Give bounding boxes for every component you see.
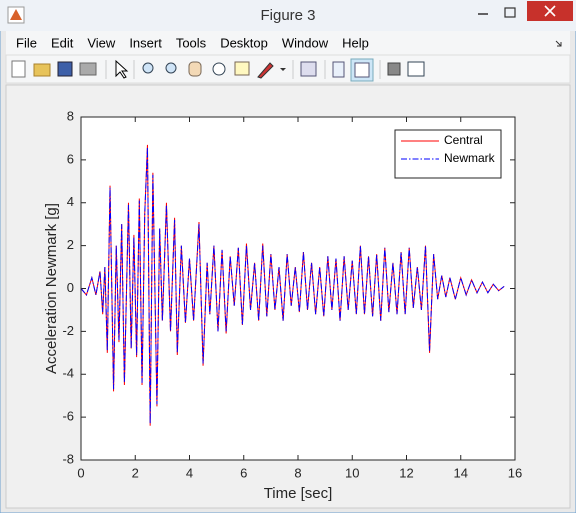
x-tick-label: 6: [240, 465, 247, 480]
menu-item[interactable]: Window: [282, 35, 329, 50]
menu-item[interactable]: Desktop: [220, 35, 268, 50]
legend-label: Newmark: [444, 151, 496, 165]
menu-item[interactable]: Help: [342, 35, 369, 50]
zoom-out-button[interactable]: [165, 62, 177, 74]
legend-label: Central: [444, 133, 483, 147]
rotate-button[interactable]: [212, 62, 226, 76]
x-tick-label: 8: [294, 465, 301, 480]
x-tick-label: 12: [399, 465, 413, 480]
x-axis-label: Time [sec]: [264, 485, 333, 502]
legend: Central Newmark: [394, 129, 502, 179]
toolbar-buttons: [11, 58, 425, 82]
y-tick-label: 8: [67, 108, 74, 123]
y-axis-label: Acceleration Newmark [g]: [43, 203, 60, 374]
x-tick-label: 16: [508, 465, 522, 480]
menu-item[interactable]: Tools: [176, 35, 207, 50]
zoom-in-button[interactable]: [142, 62, 154, 74]
maximize-button[interactable]: [504, 7, 516, 18]
x-tick-label: 2: [132, 465, 139, 480]
pan-button[interactable]: [188, 61, 202, 77]
y-tick-label: -2: [62, 323, 74, 338]
datacursor-button[interactable]: [234, 61, 250, 76]
dock-arrow[interactable]: [555, 40, 562, 47]
x-tick-label: 4: [186, 465, 193, 480]
hide-tools-button[interactable]: [387, 62, 401, 76]
chart: 0 2 4 6 8 10 12 14 16 -8 -6 -4 -2 0 2 4 6 8 Time [sec] Acce…: [43, 108, 522, 502]
close-button[interactable]: [527, 1, 573, 21]
y-tick-label: 6: [67, 151, 74, 166]
brush-button[interactable]: [257, 62, 274, 79]
show-tools-button[interactable]: [407, 61, 425, 77]
legend-box: [394, 129, 502, 179]
open-button[interactable]: [33, 63, 51, 77]
y-tick-label: 4: [67, 194, 74, 209]
y-tick-label: -6: [62, 409, 74, 424]
x-tick-label: 10: [345, 465, 359, 480]
print-button[interactable]: [79, 62, 97, 76]
menu-item[interactable]: File: [16, 35, 37, 50]
y-tick-label: 2: [67, 237, 74, 252]
menu-item[interactable]: View: [87, 35, 116, 50]
edit-button[interactable]: [115, 59, 129, 79]
save-button[interactable]: [57, 61, 73, 77]
x-tick-label: 0: [77, 465, 84, 480]
y-tick-label: -8: [62, 451, 74, 466]
title-bar: [0, 0, 576, 31]
app-icon: [7, 6, 25, 24]
y-tick-label: 0: [67, 280, 74, 295]
colorbar-button[interactable]: [332, 61, 345, 78]
axes-box: [80, 116, 516, 461]
link-button[interactable]: [300, 61, 317, 77]
new-button[interactable]: [11, 60, 26, 78]
menu-item[interactable]: Insert: [129, 35, 162, 50]
window-title: Figure 3: [260, 7, 315, 24]
menu-bar: [6, 31, 570, 55]
toolbar: [5, 54, 571, 84]
x-tick-label: 14: [454, 465, 468, 480]
series-line: [80, 146, 505, 424]
y-tick-label: -4: [62, 366, 74, 381]
menu-item[interactable]: Edit: [51, 35, 74, 50]
menu-items: File Edit View Insert Tools Desktop Window Help: [16, 35, 369, 50]
